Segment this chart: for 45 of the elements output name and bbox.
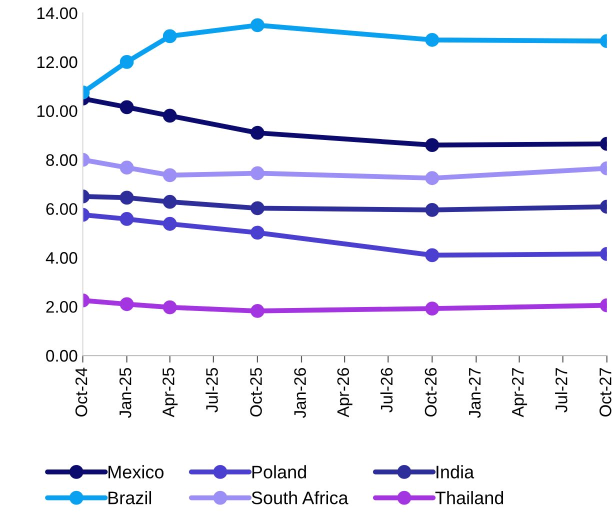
legend-label: Thailand — [435, 491, 504, 504]
point — [162, 194, 177, 209]
x-tick-label: Jan-27 — [468, 368, 481, 418]
point — [250, 226, 264, 240]
legend-label: India — [436, 465, 474, 478]
point — [162, 29, 177, 44]
point — [120, 190, 134, 205]
y-tick-label: 12.00 — [37, 56, 78, 68]
y-tick-label: 0.00 — [46, 350, 78, 362]
point — [250, 126, 264, 140]
x-tick-label: Jan-25 — [119, 368, 132, 418]
y-tick-label: 2.00 — [46, 300, 78, 313]
x-tick-label: Oct-26 — [424, 368, 437, 417]
point — [250, 304, 264, 318]
point — [120, 54, 134, 69]
point — [162, 108, 177, 123]
legend-label: Mexico — [108, 465, 164, 478]
y-tick-label: 4.00 — [46, 252, 78, 264]
x-tick-label: Jan-26 — [294, 368, 306, 418]
y-tick-label: 14.00 — [37, 7, 78, 20]
x-tick-label: Oct-27 — [600, 368, 612, 417]
point — [162, 168, 177, 182]
x-tick-label: Jul-25 — [206, 368, 218, 412]
point — [250, 18, 264, 32]
x-tick-label: Oct-25 — [250, 368, 262, 417]
point — [250, 166, 264, 180]
point — [120, 100, 134, 114]
x-tick-label: Apr-27 — [512, 368, 528, 418]
point — [162, 300, 177, 314]
legend-label: Brazil — [108, 491, 152, 504]
point — [120, 297, 134, 312]
x-tick-label: Jul-27 — [555, 368, 568, 412]
point — [120, 212, 134, 226]
y-tick-label: 10.00 — [37, 105, 78, 118]
legend-label: South Africa — [252, 491, 348, 504]
x-tick-label: Jul-26 — [380, 368, 393, 412]
x-tick-label: Apr-26 — [337, 368, 352, 418]
point — [250, 201, 264, 216]
x-tick-label: Apr-25 — [162, 368, 178, 418]
legend-label: Poland — [252, 465, 306, 478]
y-tick-label: 8.00 — [46, 154, 78, 166]
point — [120, 160, 134, 175]
point — [162, 216, 177, 231]
x-tick-label: Oct-24 — [75, 368, 88, 417]
y-tick-label: 6.00 — [46, 203, 78, 215]
